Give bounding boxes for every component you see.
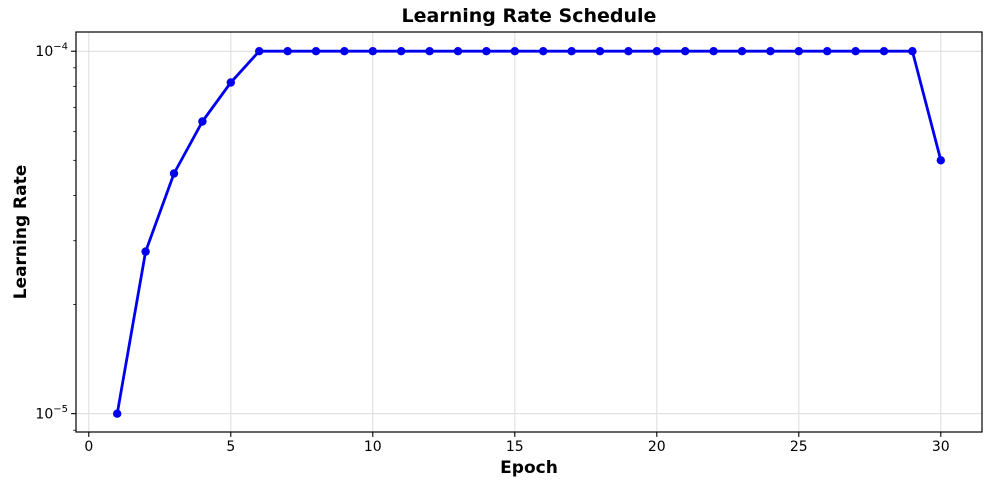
data-point-marker [709,47,718,56]
chart-title: Learning Rate Schedule [402,5,657,27]
data-point-marker [169,169,179,178]
line-series [113,47,945,418]
x-axis-label: Epoch [500,458,558,478]
data-point-marker [226,78,235,87]
data-point-marker [567,47,576,56]
data-point-marker [482,47,491,56]
data-point-marker [453,47,463,56]
x-tick-label: 20 [648,439,666,455]
data-point-marker [936,156,945,165]
data-point-marker [737,47,747,56]
x-tick-label: 15 [506,439,524,455]
data-point-marker [595,47,605,56]
data-point-marker [425,47,434,56]
data-point-marker [652,47,661,56]
y-tick-label: 10−5 [35,404,68,423]
data-point-marker [879,47,889,56]
data-point-marker [113,409,122,418]
y-tick-label: 10−4 [35,42,68,61]
data-point-marker [851,47,860,56]
data-point-marker [681,47,690,56]
data-point-marker [766,47,775,56]
data-point-marker [510,47,519,56]
x-tick-label: 10 [364,439,382,455]
data-point-marker [368,47,377,56]
data-point-marker [340,47,349,56]
data-point-marker [255,47,264,56]
data-point-marker [283,47,292,56]
plot-border [75,31,983,433]
data-point-marker [624,47,633,56]
data-point-marker [539,47,548,56]
data-point-marker [141,247,150,256]
data-point-marker [794,47,803,56]
data-point-marker [823,47,832,56]
axes: 0 5 10 15 20 25 30 10−4 10−5 [35,31,983,455]
x-tick-label: 25 [790,439,808,455]
data-point-marker [198,117,207,126]
gridlines [76,32,982,432]
x-tick-label: 0 [84,439,93,455]
x-tick-label: 5 [226,439,235,455]
learning-rate-line [115,49,943,416]
data-point-marker [311,47,321,56]
x-tick-label: 30 [932,439,950,455]
y-axis-label: Learning Rate [11,165,31,300]
data-point-marker [397,47,406,56]
data-point-marker [908,47,917,56]
